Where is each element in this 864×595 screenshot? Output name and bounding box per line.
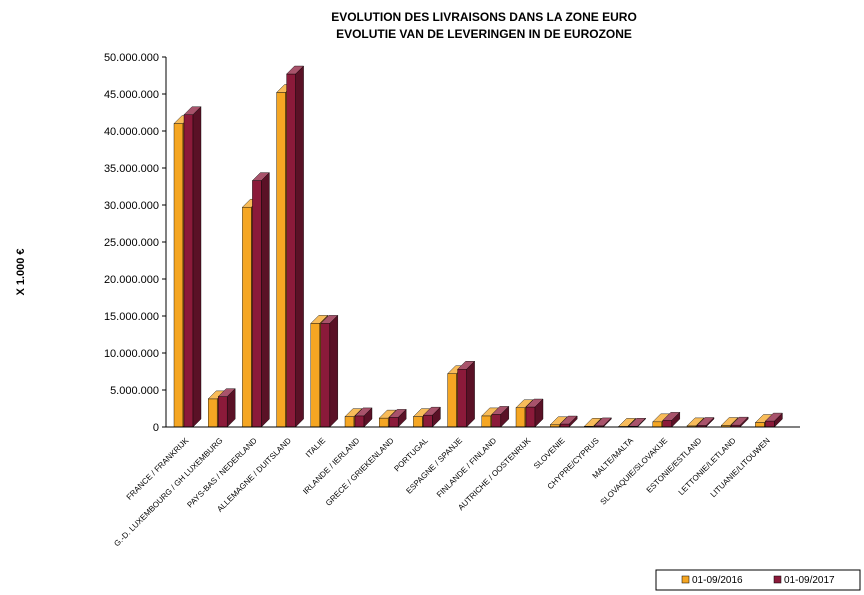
bar-front	[457, 369, 467, 428]
y-axis-label: X 1.000 €	[15, 248, 27, 295]
bar-front	[183, 114, 194, 428]
bar-side	[226, 388, 236, 428]
bar-2017	[662, 411, 681, 428]
bar-front	[423, 414, 433, 428]
x-tick-label: FRANCE / FRANKRIJK	[125, 436, 191, 502]
bar-2017	[251, 172, 270, 428]
bar-front	[652, 421, 662, 428]
y-tick-label: 50.000.000	[104, 52, 159, 64]
y-tick-label: 10.000.000	[104, 348, 159, 360]
bar-side	[500, 405, 509, 428]
bar-side	[363, 407, 373, 428]
x-tick-label: PORTUGAL	[392, 436, 430, 474]
bar-front	[481, 415, 491, 428]
bar-front	[755, 422, 765, 428]
bar-2017	[593, 417, 612, 428]
x-tick-label: PAYS-BAS / NEDERLAND	[185, 436, 259, 510]
bar-front	[173, 123, 184, 428]
legend-box	[655, 569, 861, 591]
chart-title-line-1: EVOLUTION DES LIVRAISONS DANS LA ZONE EU…	[331, 10, 637, 24]
chart-title: EVOLUTION DES LIVRAISONS DANS LA ZONE EU…	[331, 10, 637, 41]
bar-2017	[525, 398, 544, 428]
legend-swatch-2016	[681, 575, 690, 584]
bar-front	[515, 407, 526, 428]
legend: 01-09/2016 01-09/2017	[655, 569, 861, 591]
x-tick-label: IRLANDE / IERLAND	[301, 436, 361, 496]
bar-side	[432, 406, 441, 428]
legend-swatch-2017	[773, 575, 782, 584]
bar-front	[447, 373, 457, 428]
bar-2017	[422, 406, 441, 428]
y-tick-label: 25.000.000	[104, 237, 159, 249]
bar-2017	[696, 417, 715, 428]
x-tick-label: FINLANDE / FINLAND	[435, 436, 498, 499]
y-tick-label: 5.000.000	[110, 385, 159, 397]
bar-side	[534, 398, 544, 428]
x-tick-label: SLOVAQUIE/SLOVAKIJE	[599, 436, 670, 507]
bar-front	[354, 415, 365, 428]
bar-side	[466, 360, 475, 428]
bar-2017	[354, 407, 373, 428]
bar-front	[207, 398, 218, 428]
bar-side	[774, 412, 783, 428]
bar-side	[398, 408, 407, 428]
chart-title-line-2: EVOLUTIE VAN DE LEVERINGEN IN DE EUROZON…	[336, 27, 632, 41]
bar-side	[329, 314, 338, 428]
x-tick-label: LETTONIE/LETLAND	[677, 436, 738, 497]
x-tick-label: ITALIE	[304, 436, 327, 459]
x-tick-label: SLOVENIE	[532, 436, 567, 471]
bar-front	[286, 73, 296, 428]
bar-front	[344, 416, 355, 428]
y-axis: 0 5.000.000 10.000.000 15.000.000 20.000.000…	[104, 52, 167, 434]
legend-label-2017: 01-09/2017	[784, 575, 835, 586]
bar-front	[491, 414, 501, 428]
legend-label-2016: 01-09/2016	[692, 575, 743, 586]
y-tick-label: 45.000.000	[104, 89, 159, 101]
bar-2017	[559, 415, 578, 428]
bar-2017	[320, 314, 339, 428]
bar-2017	[183, 106, 202, 428]
bar-front	[320, 323, 330, 428]
bar-2017	[388, 408, 407, 428]
bar-front	[252, 180, 262, 428]
bar-side	[192, 106, 202, 428]
bar-front	[242, 207, 252, 428]
bar-front	[276, 92, 286, 428]
y-tick-label: 35.000.000	[104, 163, 159, 175]
x-tick-label: AUTRICHE / OOSTENRIJK	[456, 436, 533, 513]
bar-side	[261, 172, 270, 428]
y-tick-label: 20.000.000	[104, 274, 159, 286]
bar-side	[740, 416, 749, 428]
bars	[173, 65, 783, 428]
bar-front	[389, 417, 399, 428]
y-tick-label: 40.000.000	[104, 126, 159, 138]
bar-front	[217, 396, 228, 428]
bar-2017	[764, 412, 783, 428]
x-tick-label: GRECE / GRIEKENLAND	[324, 436, 396, 508]
bar-front	[765, 420, 775, 428]
bar-front	[310, 323, 320, 428]
y-tick-label: 15.000.000	[104, 311, 159, 323]
bar-side	[671, 411, 680, 428]
bar-2017	[491, 405, 510, 428]
bar-front	[379, 417, 389, 428]
bar-front	[525, 406, 536, 428]
bar-side	[295, 65, 304, 428]
bar-front	[662, 420, 672, 428]
bar-2017	[457, 360, 476, 428]
bar-2017	[286, 65, 305, 428]
y-tick-label: 30.000.000	[104, 200, 159, 212]
bar-front	[413, 416, 423, 428]
x-tick-label: ALLEMAGNE / DUITSLAND	[215, 436, 293, 514]
bar-2017	[217, 388, 236, 428]
y-tick-label: 0	[153, 422, 159, 434]
bar-side	[569, 415, 578, 428]
x-tick-label: LITUANIE/LITOUWEN	[709, 436, 772, 499]
